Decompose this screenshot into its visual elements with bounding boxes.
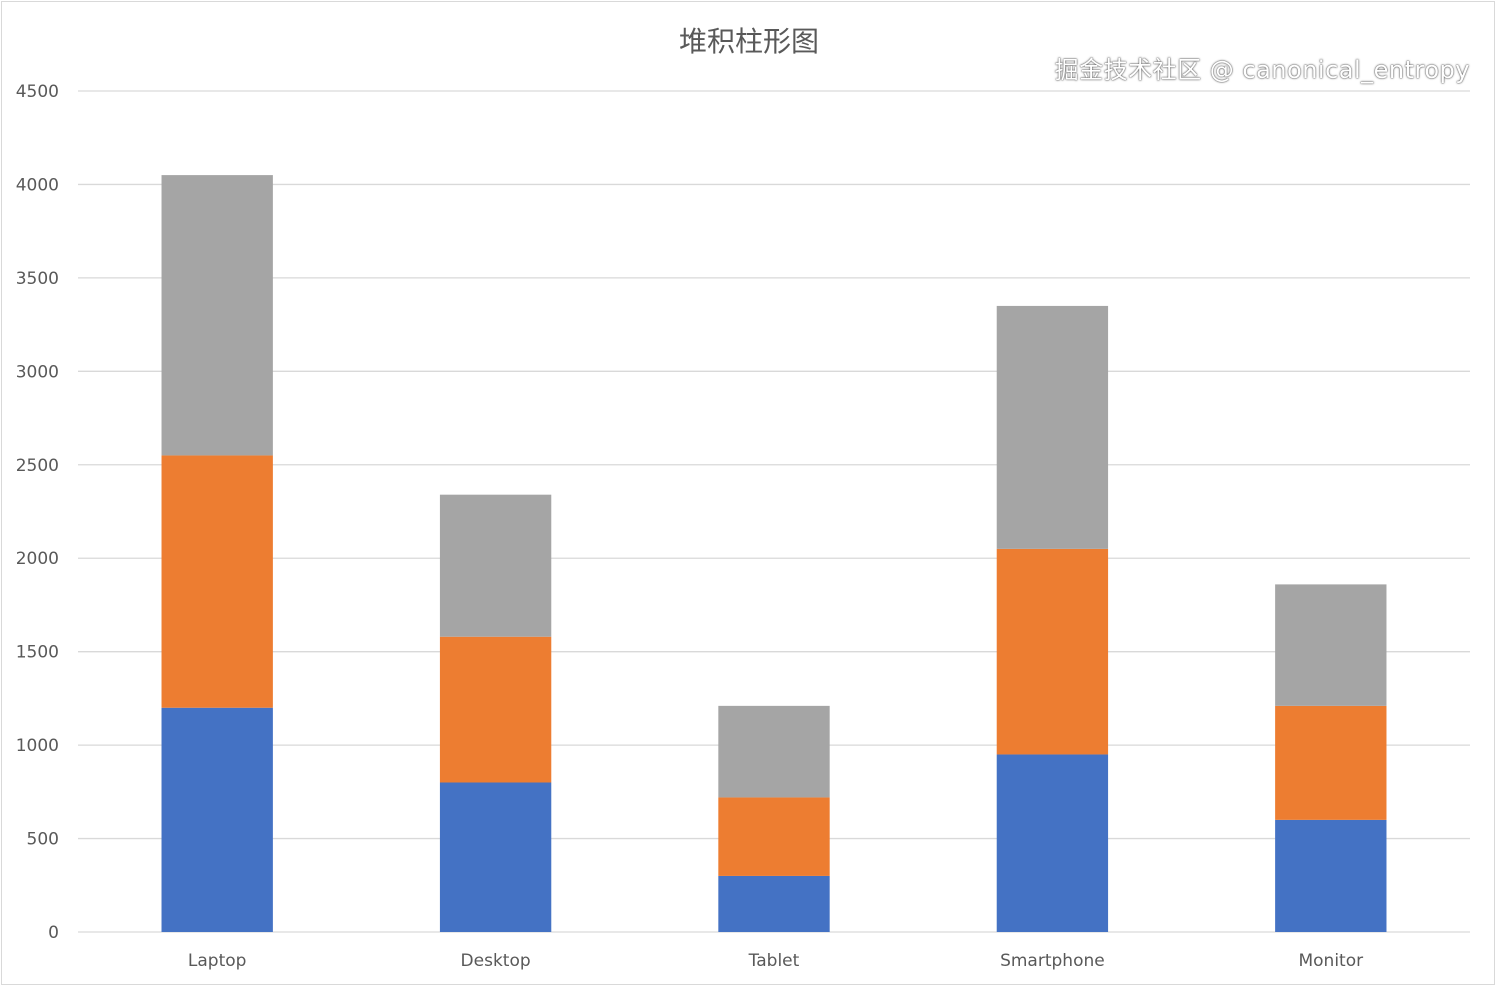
watermark: 掘金技术社区 @ canonical_entropy bbox=[1054, 56, 1470, 84]
x-tick-label: Desktop bbox=[461, 951, 531, 971]
x-tick-label: Smartphone bbox=[1000, 951, 1105, 971]
y-tick-label: 2000 bbox=[16, 549, 59, 569]
bar-segment-monitor-2 bbox=[1275, 584, 1387, 706]
y-tick-label: 1500 bbox=[16, 643, 59, 663]
bar-segment-desktop-0 bbox=[439, 782, 552, 932]
bar-segment-smartphone-2 bbox=[996, 305, 1109, 549]
bar-segment-laptop-0 bbox=[161, 707, 273, 932]
y-tick-label: 3000 bbox=[16, 362, 59, 382]
bar-segment-tablet-2 bbox=[718, 705, 830, 798]
x-tick-label: Tablet bbox=[748, 951, 800, 971]
x-tick-label: Monitor bbox=[1298, 951, 1363, 971]
bar-segment-tablet-1 bbox=[718, 797, 830, 876]
y-tick-label: 3500 bbox=[16, 269, 59, 289]
y-tick-label: 4500 bbox=[16, 82, 59, 102]
bar-segment-monitor-0 bbox=[1275, 819, 1387, 932]
y-tick-label: 4000 bbox=[16, 175, 59, 195]
y-tick-label: 2500 bbox=[16, 456, 59, 476]
x-tick-label: Laptop bbox=[188, 951, 247, 971]
bar-segment-monitor-1 bbox=[1275, 705, 1387, 820]
y-tick-label: 1000 bbox=[16, 736, 59, 756]
bar-segment-smartphone-1 bbox=[996, 548, 1109, 755]
bar-segment-desktop-2 bbox=[439, 494, 552, 637]
bar-segment-tablet-0 bbox=[718, 875, 830, 932]
y-tick-label: 0 bbox=[48, 923, 59, 943]
bar-segment-laptop-2 bbox=[161, 175, 273, 456]
chart-title: 堆积柱形图 bbox=[678, 25, 819, 58]
bar-segment-laptop-1 bbox=[161, 455, 273, 708]
bar-segment-desktop-1 bbox=[439, 636, 552, 783]
y-tick-label: 500 bbox=[27, 830, 59, 850]
bar-segment-smartphone-0 bbox=[996, 754, 1109, 932]
